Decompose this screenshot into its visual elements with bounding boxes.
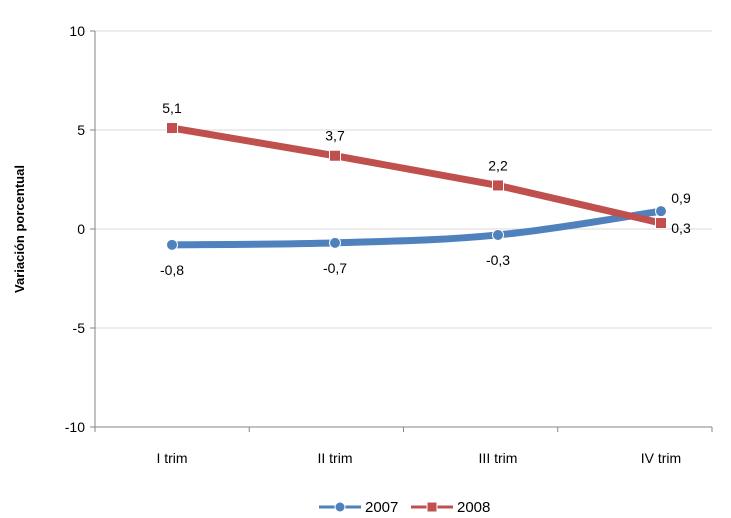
data-point-2007 xyxy=(330,237,341,248)
legend-item-2008: 2008 xyxy=(411,499,490,516)
data-label-2007: -0,3 xyxy=(486,252,510,268)
data-label-2008: 2,2 xyxy=(488,157,508,173)
data-label-2008: 3,7 xyxy=(325,128,345,144)
y-tick-label: -10 xyxy=(65,419,85,435)
legend: 2007 2008 xyxy=(319,499,490,516)
series-line-2007 xyxy=(172,211,661,245)
series-group: -0,8 -0,7 -0,3 0,9 5,1 3,7 2,2 0,3 xyxy=(160,100,691,278)
y-tick-label: 10 xyxy=(69,23,85,39)
legend-label-2007: 2007 xyxy=(365,499,398,516)
legend-marker-2007 xyxy=(335,502,345,512)
legend-item-2007: 2007 xyxy=(319,499,398,516)
data-label-2008: 0,3 xyxy=(671,220,691,236)
data-point-2008 xyxy=(656,218,667,229)
y-axis-label: Variación porcentual xyxy=(12,165,27,293)
x-tick-labels: I trim II trim III trim IV trim xyxy=(156,450,681,466)
data-label-2007: -0,7 xyxy=(323,260,347,276)
axes xyxy=(90,31,712,432)
gridlines xyxy=(95,31,712,328)
x-tick-label: III trim xyxy=(479,450,518,466)
data-point-2007 xyxy=(493,229,504,240)
x-tick-label: IV trim xyxy=(641,450,681,466)
series-2007: -0,8 -0,7 -0,3 0,9 xyxy=(160,190,691,278)
data-label-2007: -0,8 xyxy=(160,262,184,278)
data-point-2008 xyxy=(330,150,341,161)
data-label-2008: 5,1 xyxy=(162,100,182,116)
y-tick-label: 5 xyxy=(77,122,85,138)
x-tick-label: II trim xyxy=(318,450,353,466)
data-point-2008 xyxy=(167,123,178,134)
series-line-2008 xyxy=(172,128,661,223)
data-label-2007: 0,9 xyxy=(671,190,691,206)
data-point-2008 xyxy=(493,180,504,191)
y-tick-label: -5 xyxy=(73,320,86,336)
legend-label-2008: 2008 xyxy=(457,499,490,516)
legend-marker-2008 xyxy=(427,502,437,512)
x-tick-label: I trim xyxy=(156,450,187,466)
y-tick-labels: 10 5 0 -5 -10 xyxy=(65,23,85,435)
data-point-2007 xyxy=(167,239,178,250)
y-tick-label: 0 xyxy=(77,221,85,237)
data-point-2007 xyxy=(656,206,667,217)
